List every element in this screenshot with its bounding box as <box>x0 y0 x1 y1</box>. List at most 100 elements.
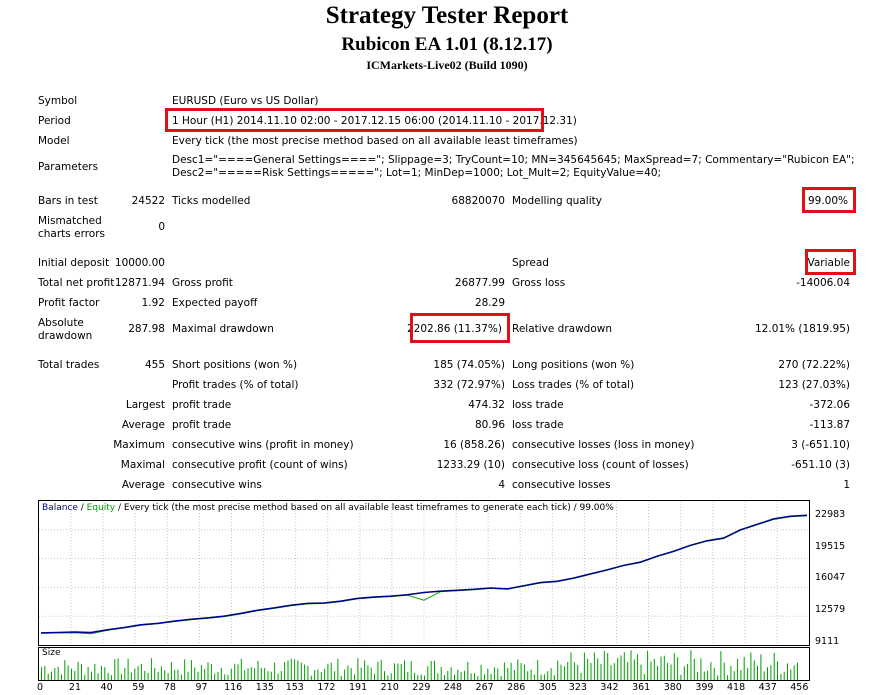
size-bar <box>64 660 66 680</box>
size-bar <box>324 668 326 680</box>
profit-trades-value: 332 (72.97%) <box>433 379 505 391</box>
size-bar <box>447 671 449 680</box>
size-bar <box>164 670 166 680</box>
size-bar <box>627 661 629 680</box>
model-label: Model <box>38 135 70 147</box>
size-bar <box>310 675 312 680</box>
size-bar <box>767 667 768 680</box>
size-bar <box>397 663 399 680</box>
profit-factor-label: Profit factor <box>38 297 100 309</box>
size-bar <box>307 666 309 680</box>
size-bar <box>257 660 259 680</box>
largest-loss-value: -372.06 <box>809 399 850 411</box>
absolute-drawdown-label-1: Absolute <box>38 317 84 329</box>
size-bar <box>294 659 296 680</box>
size-bar <box>637 654 639 680</box>
size-bar <box>480 664 482 680</box>
average-profit-value: 80.96 <box>474 419 505 431</box>
loss-trades-label: Loss trades (% of total) <box>512 379 635 391</box>
size-bar <box>440 667 442 680</box>
size-bar <box>297 660 299 680</box>
size-bar <box>543 674 545 680</box>
y-tick-label: 22983 <box>815 509 846 520</box>
size-bar <box>97 673 99 680</box>
maximum-label: Maximum <box>113 439 165 451</box>
size-bar <box>573 662 575 680</box>
x-tick-label: 399 <box>695 682 714 693</box>
size-bar <box>194 667 196 680</box>
maximal-drawdown-label: Maximal drawdown <box>172 323 274 335</box>
size-bar <box>377 661 379 680</box>
spread-highlight-box <box>805 249 856 275</box>
chart-legend: Balance / Equity / Every tick (the most … <box>42 502 614 514</box>
size-bar <box>733 671 735 680</box>
balance-chart <box>38 500 810 646</box>
y-tick-label: 16047 <box>815 572 846 583</box>
size-bar <box>710 662 712 680</box>
x-tick-label: 0 <box>36 682 44 693</box>
size-bar <box>54 668 56 680</box>
size-bar <box>290 658 292 680</box>
size-bar <box>177 669 179 680</box>
x-tick-label: 191 <box>348 682 368 693</box>
size-bar <box>180 674 182 680</box>
size-bar <box>603 650 605 680</box>
size-bar <box>753 660 755 680</box>
size-bar <box>340 675 342 680</box>
size-bar <box>540 674 542 680</box>
quality-value: 99.00% <box>807 195 848 207</box>
size-bar <box>610 665 612 680</box>
size-bar <box>577 665 579 680</box>
size-bar <box>693 658 695 680</box>
size-bar <box>747 668 749 680</box>
legend-separator: / <box>77 503 87 513</box>
size-bar <box>670 664 672 680</box>
size-bar <box>517 659 519 680</box>
expected-payoff-label: Expected payoff <box>172 297 258 309</box>
size-bar <box>487 668 489 680</box>
bars-label: Bars in test <box>38 195 98 207</box>
size-bar <box>780 673 782 680</box>
x-tick-label: 135 <box>255 682 274 693</box>
size-bar <box>170 662 172 680</box>
size-bar <box>117 658 119 680</box>
max-consecutive-wins-label: consecutive wins (profit in money) <box>172 439 354 451</box>
size-bar <box>510 662 512 680</box>
size-bar <box>207 662 209 680</box>
size-bar <box>740 669 742 680</box>
size-bar <box>110 675 112 680</box>
size-bar <box>167 673 169 680</box>
size-bar <box>230 668 232 680</box>
size-bar <box>234 663 236 680</box>
size-bar <box>690 650 692 680</box>
size-bar <box>550 668 552 680</box>
drawdown-highlight-box <box>410 313 510 343</box>
parameters-line-1: Desc1="====General Settings===="; Slippa… <box>172 154 855 166</box>
x-tick-label: 267 <box>475 682 494 693</box>
size-bar <box>493 667 495 680</box>
size-bar <box>150 658 152 680</box>
size-bar <box>394 663 395 680</box>
size-bar <box>713 667 715 680</box>
relative-drawdown-label: Relative drawdown <box>512 323 613 335</box>
period-label: Period <box>38 115 71 127</box>
maximal-drawdown-value: 2202.86 (11.37%) <box>407 323 502 335</box>
size-bar <box>410 661 412 680</box>
size-bar <box>47 673 49 680</box>
total-trades-value: 455 <box>144 359 165 371</box>
report-title: Strategy Tester Report <box>325 2 569 29</box>
size-bar <box>350 668 352 680</box>
y-tick-label: 19515 <box>815 541 846 552</box>
size-bar <box>260 667 262 680</box>
largest-profit-value: 474.32 <box>468 399 505 411</box>
size-bar <box>547 671 549 680</box>
balance-chart-plot <box>39 501 809 645</box>
size-bar <box>254 668 256 680</box>
size-bar <box>217 672 219 680</box>
maximal-consecutive-loss-value: -651.10 (3) <box>791 459 850 471</box>
size-bar <box>344 669 346 680</box>
x-tick-label: 342 <box>600 682 619 693</box>
long-positions-label: Long positions (won %) <box>512 359 635 371</box>
size-bar <box>274 662 276 680</box>
size-bar <box>124 668 126 680</box>
